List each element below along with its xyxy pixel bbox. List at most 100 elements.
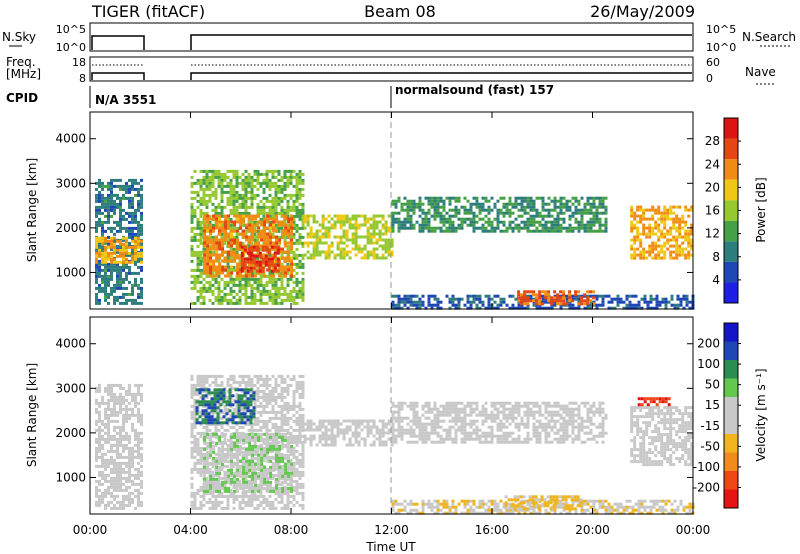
power-colorbar-swatch — [724, 282, 738, 303]
power-colorbar-tick-label: 20 — [705, 180, 720, 194]
velocity-ytick-label: 1000 — [55, 470, 86, 484]
velocity-colorbar-swatch — [724, 360, 738, 379]
freq-panel: Freq. [MHz] Nave 18 8 60 0 — [6, 55, 776, 85]
noise-right-label: N.Search — [742, 30, 796, 44]
velocity-panel: 1000 2000 3000 4000 Slant Range [km] — [25, 316, 695, 515]
velocity-colorbar-tick-label: -100 — [693, 460, 720, 474]
power-y-axis: 1000 2000 3000 4000 — [55, 132, 693, 279]
power-region — [303, 214, 394, 260]
nave-tick-top: 60 — [706, 56, 720, 69]
freq-panel-frame — [89, 56, 694, 82]
power-region — [391, 294, 695, 310]
time-tick-label: 08:00 — [274, 523, 309, 537]
power-colorbar-swatch — [724, 220, 738, 242]
noise-left-tick-top: 10^5 — [56, 23, 86, 36]
velocity-region — [630, 406, 694, 467]
date-title: 26/May/2009 — [590, 2, 695, 21]
velocity-colorbar-swatch — [724, 323, 738, 342]
power-region — [95, 236, 143, 264]
velocity-colorbar-swatch — [724, 489, 738, 508]
power-colorbar-swatch — [724, 138, 738, 160]
velocity-colorbar-tick-label: 15 — [705, 398, 720, 412]
cpid-label: CPID — [6, 91, 38, 105]
power-colorbar-tick-label: 28 — [705, 134, 720, 148]
power-colorbar-tick-label: 8 — [712, 250, 720, 264]
velocity-region — [504, 495, 583, 511]
freq-tick-bottom: 8 — [79, 72, 86, 85]
velocity-colorbar-label: Velocity [m s⁻¹] — [754, 368, 768, 461]
time-tick-label: 20:00 — [575, 523, 610, 537]
freq-tick-top: 18 — [72, 56, 86, 69]
velocity-colorbar-tick-label: 50 — [705, 378, 720, 392]
power-colorbar-tick-label: 16 — [705, 204, 720, 218]
noise-left-tick-bottom: 10^0 — [56, 41, 86, 54]
power-ytick-label: 2000 — [55, 221, 86, 235]
velocity-colorbar-swatch — [724, 434, 738, 453]
power-colorbar-label: Power [dB] — [754, 177, 768, 242]
power-region — [240, 245, 280, 273]
power-colorbar-swatch — [724, 179, 738, 201]
power-colorbar-swatch — [724, 159, 738, 180]
radar-title: TIGER (fitACF) — [91, 2, 205, 21]
power-panel-bg — [90, 112, 693, 309]
power-colorbar-tick-label: 24 — [705, 157, 720, 171]
velocity-region — [391, 401, 608, 444]
velocity-colorbar-swatch — [724, 341, 738, 360]
velocity-y-axis: 1000 2000 3000 4000 — [55, 337, 693, 484]
velocity-region — [203, 432, 294, 493]
velocity-region — [303, 419, 394, 447]
time-tick-label: 00:00 — [73, 523, 108, 537]
freq-trace — [91, 72, 692, 80]
velocity-colorbar-tick-label: 100 — [697, 357, 720, 371]
noise-right-tick-bottom: 10^0 — [706, 41, 736, 54]
cpid-segment-1: N/A 3551 — [95, 93, 156, 107]
power-region — [517, 290, 596, 306]
power-colorbar-swatch — [724, 261, 738, 283]
power-cells — [95, 169, 695, 310]
time-axis-label: Time UT — [365, 540, 416, 554]
velocity-colorbar-swatch — [724, 452, 738, 471]
noise-sky-trace — [91, 34, 692, 50]
velocity-region — [95, 383, 143, 510]
power-colorbar-tick-label: 12 — [705, 227, 720, 241]
time-axis: 00:00 04:00 08:00 12:00 16:00 20:00 00:00 — [73, 112, 710, 537]
power-panel: 1000 2000 3000 4000 Slant Range [km] — [25, 111, 695, 310]
power-colorbar-tick-label: 4 — [712, 273, 720, 287]
nave-tick-bottom: 0 — [706, 72, 713, 85]
velocity-colorbar-tick-label: -50 — [700, 439, 720, 453]
freq-label-2: [MHz] — [6, 67, 41, 81]
velocity-colorbar-swatch — [724, 397, 738, 416]
time-tick-label: 12:00 — [374, 523, 409, 537]
velocity-colorbar-swatch — [724, 415, 738, 434]
noise-panel: N.Sky N.Search 10^5 10^0 10^5 10^0 — [2, 22, 796, 54]
power-colorbar-swatch — [724, 241, 738, 262]
velocity-ytick-label: 4000 — [55, 337, 86, 351]
velocity-ylabel: Slant Range [km] — [25, 363, 39, 467]
power-colorbar-swatch — [724, 118, 738, 139]
velocity-colorbar-tick-label: 200 — [697, 337, 720, 351]
velocity-region — [195, 388, 256, 425]
power-ylabel: Slant Range [km] — [25, 158, 39, 262]
cpid-strip: CPID N/A 3551 normalsound (fast) 157 — [6, 83, 554, 108]
velocity-ytick-label: 3000 — [55, 381, 86, 395]
power-ytick-label: 4000 — [55, 132, 86, 146]
power-region — [391, 196, 608, 233]
nave-label: Nave — [745, 65, 776, 79]
beam-title: Beam 08 — [364, 2, 436, 21]
freq-label-1: Freq. — [6, 55, 36, 69]
noise-left-label: N.Sky — [2, 30, 36, 44]
power-colorbar: 4 8 12 16 20 24 28 — [705, 117, 741, 304]
velocity-colorbar-swatch — [724, 471, 738, 490]
power-region — [630, 205, 694, 260]
velocity-colorbar-swatch — [724, 378, 738, 397]
velocity-cells — [95, 374, 695, 515]
velocity-colorbar-tick-label: -15 — [700, 419, 720, 433]
velocity-region — [637, 397, 671, 407]
velocity-colorbar: -200 -100 -50 -15 15 50 100 200 — [693, 322, 741, 509]
power-ytick-label: 3000 — [55, 176, 86, 190]
time-tick-label: 04:00 — [173, 523, 208, 537]
power-colorbar-swatch — [724, 200, 738, 221]
noise-right-tick-top: 10^5 — [706, 23, 736, 36]
velocity-ytick-label: 2000 — [55, 426, 86, 440]
